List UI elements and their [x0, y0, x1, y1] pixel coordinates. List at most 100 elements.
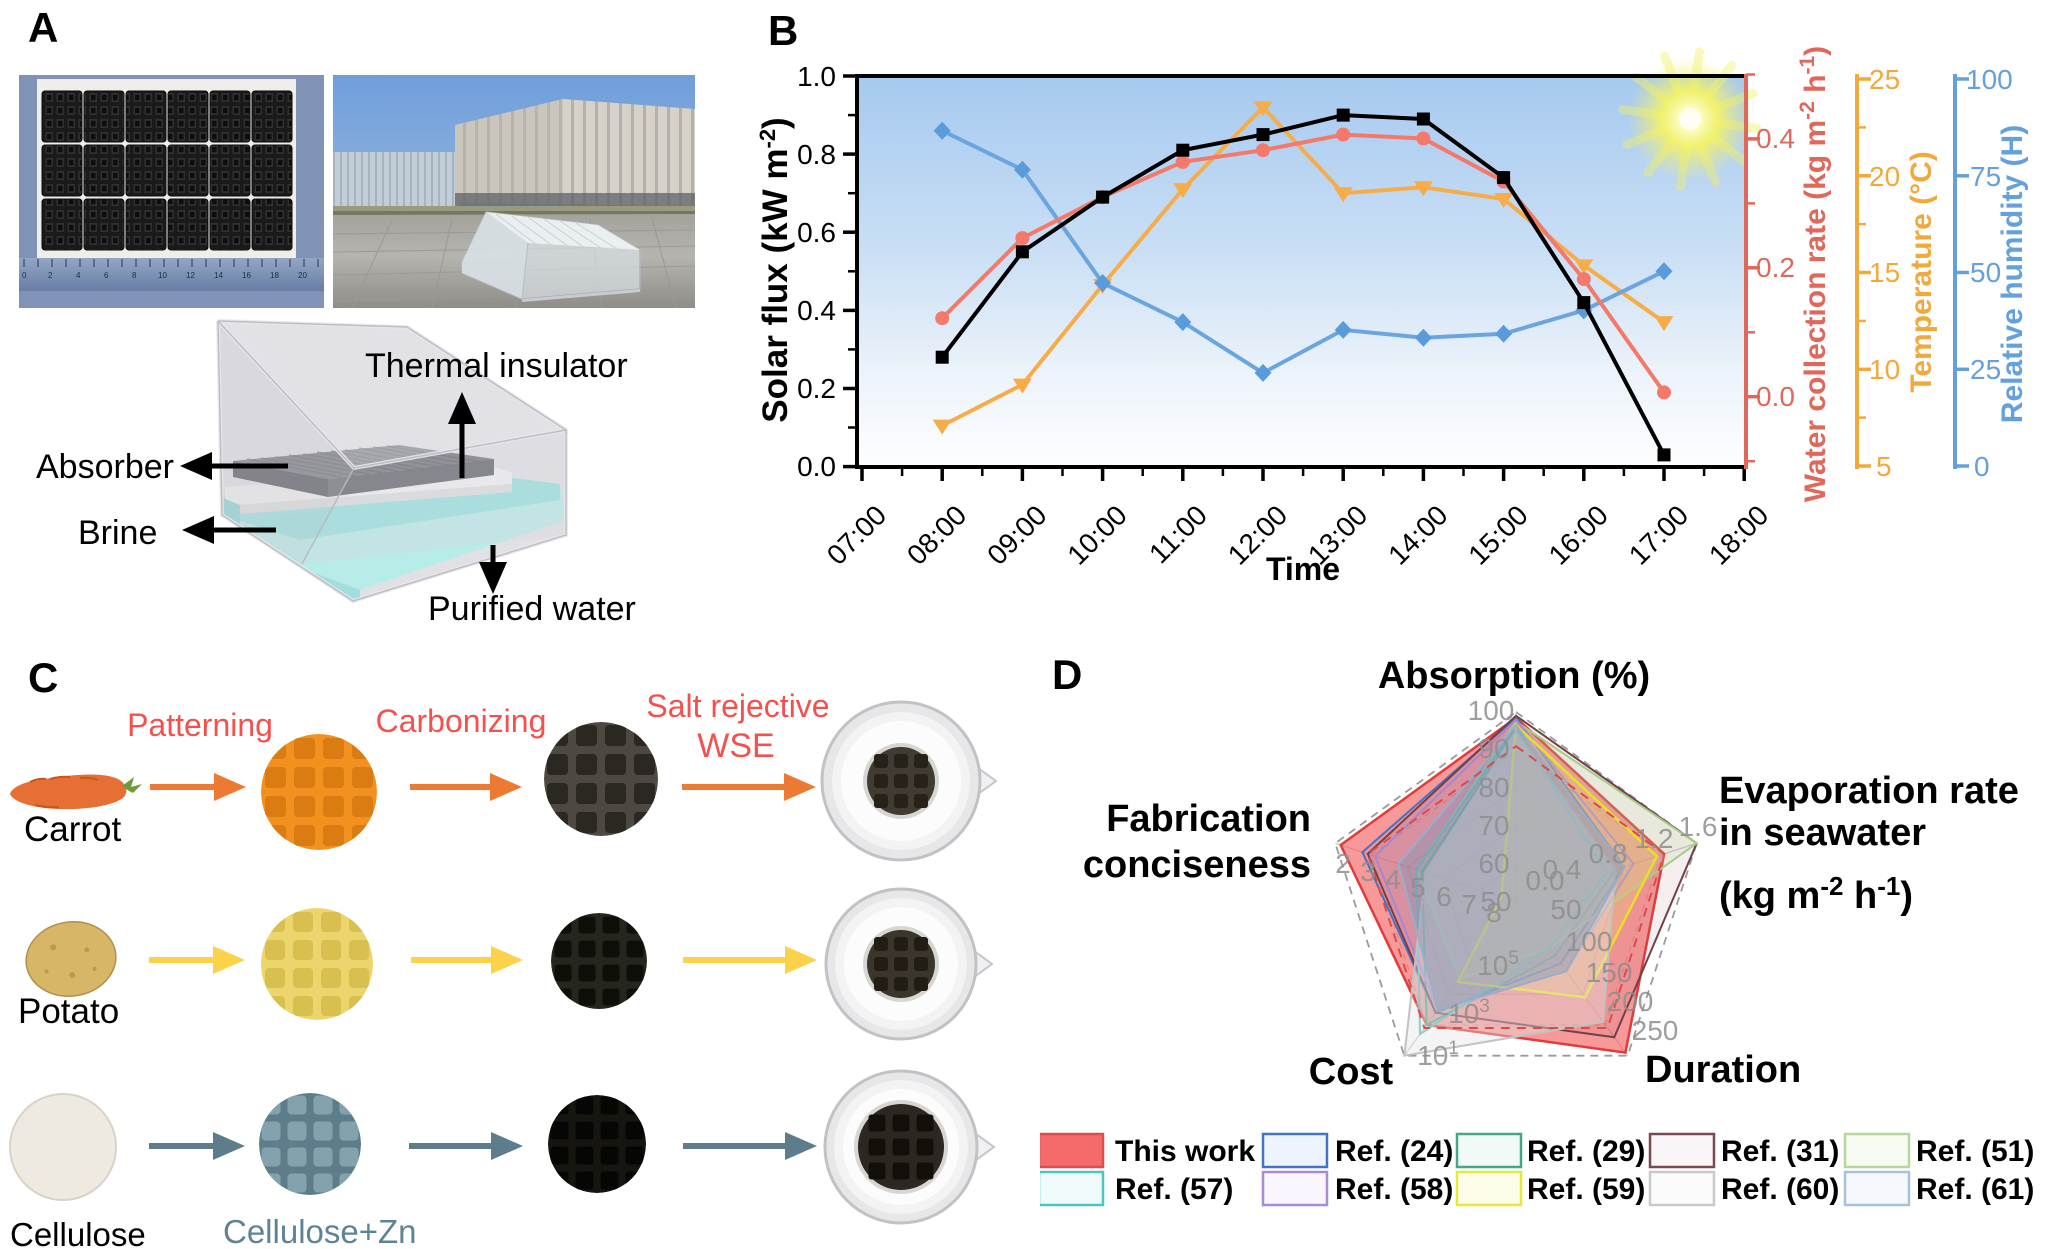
svg-text:Ref. (61): Ref. (61) [1916, 1173, 2034, 1206]
svg-text:8: 8 [1486, 897, 1502, 928]
svg-text:Cellulose+Zn: Cellulose+Zn [223, 1213, 417, 1249]
svg-text:Ref. (29): Ref. (29) [1527, 1135, 1645, 1168]
svg-text:25: 25 [1970, 354, 2001, 385]
svg-text:B: B [768, 7, 798, 54]
svg-text:6: 6 [104, 271, 109, 280]
svg-text:C: C [28, 654, 58, 701]
svg-text:Carrot: Carrot [24, 810, 122, 849]
svg-text:0.0: 0.0 [797, 451, 836, 482]
svg-text:Ref. (59): Ref. (59) [1527, 1173, 1645, 1206]
svg-text:A: A [28, 4, 58, 51]
svg-text:Salt rejective: Salt rejective [646, 688, 829, 724]
svg-text:D: D [1052, 651, 1082, 698]
svg-text:09:00: 09:00 [981, 499, 1052, 570]
svg-text:Time: Time [1266, 551, 1340, 587]
svg-text:6: 6 [1436, 881, 1452, 912]
svg-text:100: 100 [1566, 926, 1613, 957]
svg-text:250: 250 [1632, 1015, 1679, 1046]
svg-text:0.6: 0.6 [797, 217, 836, 248]
svg-text:15: 15 [1869, 257, 1900, 288]
svg-text:Cellulose: Cellulose [10, 1216, 146, 1249]
svg-text:3: 3 [1360, 856, 1376, 887]
svg-text:11:00: 11:00 [1143, 499, 1213, 569]
svg-text:105: 105 [1477, 948, 1519, 981]
svg-text:Absorption (%): Absorption (%) [1378, 655, 1650, 697]
svg-text:25: 25 [1869, 64, 1900, 95]
svg-text:14: 14 [214, 271, 223, 280]
svg-text:12: 12 [186, 271, 195, 280]
svg-text:4: 4 [76, 271, 81, 280]
svg-text:16:00: 16:00 [1543, 499, 1614, 570]
svg-text:0.4: 0.4 [1543, 854, 1582, 885]
svg-text:Carbonizing: Carbonizing [376, 703, 547, 739]
svg-text:Evaporation rate: Evaporation rate [1719, 770, 2019, 812]
svg-text:5: 5 [1410, 872, 1426, 903]
svg-text:7: 7 [1461, 889, 1477, 920]
svg-text:10: 10 [158, 271, 167, 280]
svg-text:2: 2 [48, 271, 53, 280]
svg-text:15:00: 15:00 [1462, 499, 1533, 570]
svg-text:16: 16 [242, 271, 251, 280]
svg-text:Thermal insulator: Thermal insulator [365, 347, 628, 385]
svg-text:Ref. (24): Ref. (24) [1335, 1135, 1453, 1168]
svg-text:60: 60 [1478, 848, 1509, 879]
svg-text:101: 101 [1417, 1038, 1459, 1071]
svg-text:8: 8 [132, 271, 137, 280]
svg-text:0.8: 0.8 [797, 139, 836, 170]
svg-text:18:00: 18:00 [1703, 499, 1774, 570]
svg-text:(kg m-2 h-1): (kg m-2 h-1) [1719, 871, 1913, 917]
svg-text:1.6: 1.6 [1679, 811, 1718, 842]
svg-text:Solar flux (kW m-2): Solar flux (kW m-2) [755, 117, 795, 422]
svg-text:2: 2 [1335, 848, 1351, 879]
svg-text:20: 20 [1869, 161, 1900, 192]
svg-text:100: 100 [1468, 695, 1515, 726]
svg-text:150: 150 [1586, 957, 1633, 988]
svg-text:Cost: Cost [1309, 1051, 1394, 1093]
svg-text:08:00: 08:00 [901, 499, 972, 570]
svg-text:50: 50 [1480, 886, 1511, 917]
svg-text:Ref. (31): Ref. (31) [1721, 1135, 1839, 1168]
svg-text:75: 75 [1970, 161, 2001, 192]
svg-text:Water collection rate (kg m-2: Water collection rate (kg m-2 h-1) [1796, 46, 1832, 502]
svg-text:0.0: 0.0 [1526, 865, 1565, 896]
svg-text:Brine: Brine [78, 514, 157, 552]
svg-text:Relative humidity (H): Relative humidity (H) [1996, 125, 2029, 423]
svg-text:Absorber: Absorber [36, 448, 174, 486]
svg-text:1.0: 1.0 [797, 61, 836, 92]
svg-text:0: 0 [22, 271, 27, 280]
svg-text:0.8: 0.8 [1589, 838, 1628, 869]
svg-text:Duration: Duration [1645, 1049, 1801, 1091]
svg-text:0.2: 0.2 [797, 373, 836, 404]
svg-text:Purified water: Purified water [428, 590, 636, 628]
svg-text:0.0: 0.0 [1756, 381, 1795, 412]
svg-text:20: 20 [298, 271, 307, 280]
svg-text:in seawater: in seawater [1719, 812, 1926, 854]
svg-text:Ref. (51): Ref. (51) [1916, 1135, 2034, 1168]
svg-text:5: 5 [1876, 451, 1892, 482]
svg-text:Potato: Potato [18, 992, 119, 1031]
svg-text:Temperature (°C): Temperature (°C) [1905, 151, 1938, 392]
svg-text:14:00: 14:00 [1382, 499, 1453, 570]
svg-text:10:00: 10:00 [1061, 499, 1132, 570]
svg-text:1.2: 1.2 [1635, 823, 1674, 854]
svg-text:50: 50 [1550, 894, 1581, 925]
svg-text:10: 10 [1869, 354, 1900, 385]
svg-text:Ref. (58): Ref. (58) [1335, 1173, 1453, 1206]
svg-text:4: 4 [1385, 864, 1401, 895]
svg-text:70: 70 [1478, 810, 1509, 841]
svg-text:07:00: 07:00 [821, 499, 892, 570]
svg-text:0.4: 0.4 [797, 295, 836, 326]
svg-text:WSE: WSE [697, 727, 774, 765]
svg-text:Patterning: Patterning [127, 707, 273, 743]
svg-text:0.2: 0.2 [1756, 252, 1795, 283]
svg-text:200: 200 [1607, 986, 1654, 1017]
svg-text:80: 80 [1478, 772, 1509, 803]
svg-text:17:00: 17:00 [1623, 499, 1694, 570]
svg-text:Fabrication: Fabrication [1106, 798, 1311, 840]
svg-text:0.4: 0.4 [1756, 123, 1795, 154]
svg-text:conciseness: conciseness [1083, 844, 1311, 886]
svg-text:This work: This work [1115, 1135, 1255, 1168]
svg-text:0: 0 [1974, 451, 1990, 482]
svg-text:50: 50 [1970, 257, 2001, 288]
svg-text:Ref. (60): Ref. (60) [1721, 1173, 1839, 1206]
